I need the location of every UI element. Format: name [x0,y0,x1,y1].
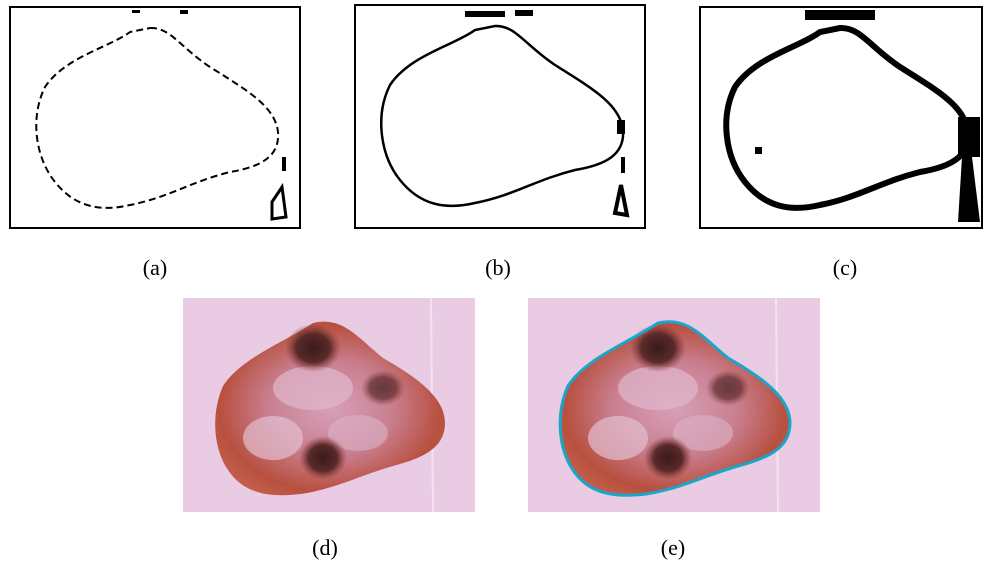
panel-label: (d) [312,535,338,560]
panel-a [10,7,300,228]
panel-label: (b) [485,255,511,280]
panel-label: (a) [143,255,167,280]
panel-b [355,5,645,228]
panel-c [700,7,982,228]
panel-label: (c) [833,255,857,280]
panel-label: (e) [661,535,685,560]
figure: (a) (b) (c) (d) (e) [0,0,984,567]
panel-e [528,298,820,512]
panel-d [183,298,475,512]
